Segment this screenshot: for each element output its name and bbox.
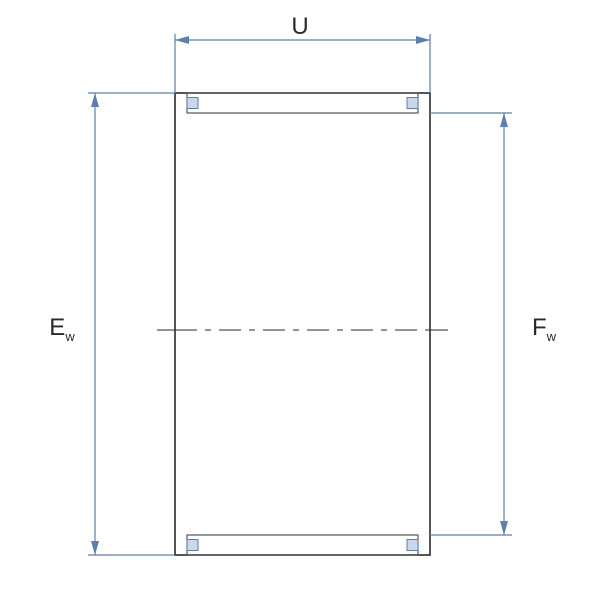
- roller-end-marker: [187, 98, 198, 109]
- dim-arrowhead: [91, 93, 99, 107]
- dim-u-label: U: [291, 13, 308, 40]
- dim-arrowhead: [416, 36, 430, 44]
- roller-band-bottom: [187, 535, 418, 555]
- roller-end-marker: [407, 540, 418, 551]
- bearing-diagram: U Ew Fw: [0, 0, 600, 600]
- dim-arrowhead: [500, 521, 508, 535]
- dim-arrowhead: [175, 36, 189, 44]
- dim-ew-label: Ew: [49, 314, 75, 344]
- roller-end-marker: [407, 98, 418, 109]
- outer-ring: [175, 93, 430, 555]
- dim-fw-label: Fw: [532, 314, 557, 344]
- roller-band-top: [187, 93, 418, 113]
- dim-arrowhead: [91, 541, 99, 555]
- dim-arrowhead: [500, 113, 508, 127]
- roller-end-marker: [187, 540, 198, 551]
